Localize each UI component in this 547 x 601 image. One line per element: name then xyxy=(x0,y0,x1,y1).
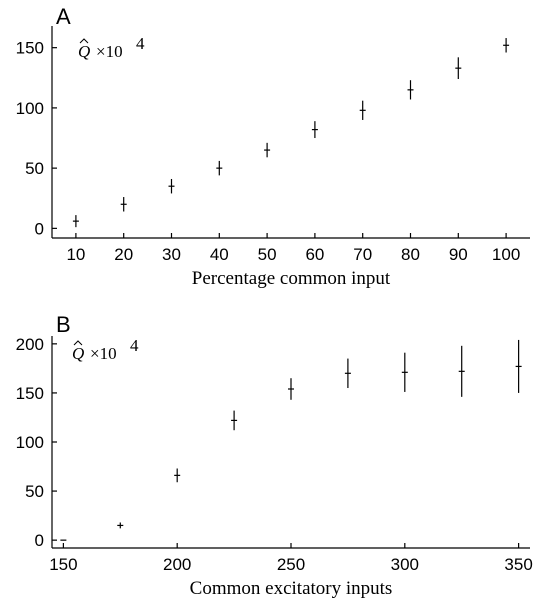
x-tick-label: 90 xyxy=(449,245,468,264)
annotation-symbol: Q xyxy=(72,344,84,363)
data-point xyxy=(455,57,462,79)
annotation-times: ×10 xyxy=(90,344,117,363)
y-tick-label: 150 xyxy=(16,384,44,403)
x-tick-label: 250 xyxy=(277,555,305,574)
data-point xyxy=(264,142,271,158)
annotation-times: ×10 xyxy=(96,42,123,61)
hat-accent xyxy=(73,340,83,346)
y-tick-label: 100 xyxy=(16,433,44,452)
data-point xyxy=(120,197,127,212)
y-tick-label: 0 xyxy=(35,531,44,550)
y-tick-label: 150 xyxy=(16,39,44,58)
x-tick-label: 70 xyxy=(353,245,372,264)
annotation-exponent: 4 xyxy=(130,336,139,355)
data-point xyxy=(72,215,79,228)
x-axis-title: Common excitatory inputs xyxy=(190,578,393,599)
panel-label: B xyxy=(56,312,71,337)
data-point xyxy=(288,378,294,400)
data-point xyxy=(168,178,175,194)
data-point xyxy=(344,358,351,389)
panel-b: B 150 200 250 300 350 0 50 100 150 200 Common excit… xyxy=(16,312,533,599)
data-point xyxy=(174,468,181,483)
data-point xyxy=(458,345,465,397)
panel-a: A 10 20 30 40 50 60 70 80 90 100 0 50 100 150 Percentag… xyxy=(16,4,530,289)
data-point xyxy=(117,522,124,529)
data-point xyxy=(216,160,223,176)
x-tick-label: 60 xyxy=(305,245,324,264)
data-point xyxy=(401,352,408,392)
y-tick-label: 50 xyxy=(25,482,44,501)
data-point xyxy=(407,80,414,100)
y-tick-label: 50 xyxy=(25,159,44,178)
x-tick-label: 200 xyxy=(163,555,191,574)
x-axis-title: Percentage common input xyxy=(192,268,391,289)
annotation-symbol: Q xyxy=(78,42,90,61)
x-tick-label: 80 xyxy=(401,245,420,264)
q-hat-annotation: Q ×10 4 xyxy=(78,34,145,61)
y-tick-label: 100 xyxy=(16,99,44,118)
x-tick-label: 300 xyxy=(391,555,419,574)
data-point xyxy=(359,100,366,120)
y-tick-label: 0 xyxy=(35,219,44,238)
hat-accent xyxy=(79,38,89,44)
data-point xyxy=(503,38,510,53)
annotation-exponent: 4 xyxy=(136,34,145,53)
q-hat-annotation: Q ×10 4 xyxy=(72,336,139,363)
x-tick-label: 20 xyxy=(114,245,133,264)
x-tick-label: 30 xyxy=(162,245,181,264)
data-point xyxy=(515,339,522,393)
panel-label: A xyxy=(56,4,71,29)
x-tick-label: 100 xyxy=(492,245,520,264)
data-point xyxy=(311,121,318,139)
data-point xyxy=(231,410,238,431)
x-tick-label: 350 xyxy=(504,555,532,574)
x-tick-label: 10 xyxy=(66,245,85,264)
x-tick-label: 150 xyxy=(49,555,77,574)
x-tick-label: 50 xyxy=(258,245,277,264)
x-tick-label: 40 xyxy=(210,245,229,264)
y-tick-label: 200 xyxy=(16,335,44,354)
